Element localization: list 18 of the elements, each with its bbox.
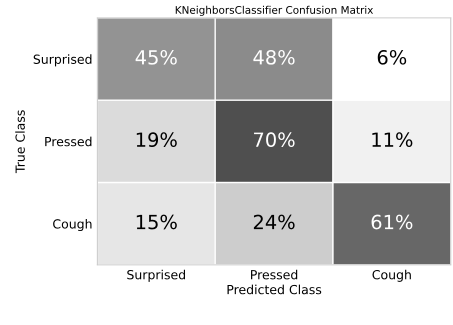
y-tick-label: Pressed [45,136,92,146]
data-label: 61% [372,214,412,230]
y-axis-title: True Class [15,110,25,174]
data-label: 19% [136,132,177,148]
x-tick-label: Cough [372,270,411,282]
data-label: 70% [254,132,295,148]
chart-title: KNeighborsClassifier Confusion Matrix [176,6,374,16]
x-tick-label: Surprised [127,270,185,282]
x-axis-title: Predicted Class [228,284,322,294]
x-tick-label: Pressed [251,270,298,280]
y-tick-label: Cough [53,218,92,232]
data-label: 45% [136,50,177,65]
data-label: 15% [136,214,177,230]
data-label: 6% [378,50,406,65]
data-label: 48% [253,50,295,65]
y-tick-label: Surprised [34,54,92,66]
data-label: 11% [372,132,412,148]
data-label: 24% [254,214,295,230]
